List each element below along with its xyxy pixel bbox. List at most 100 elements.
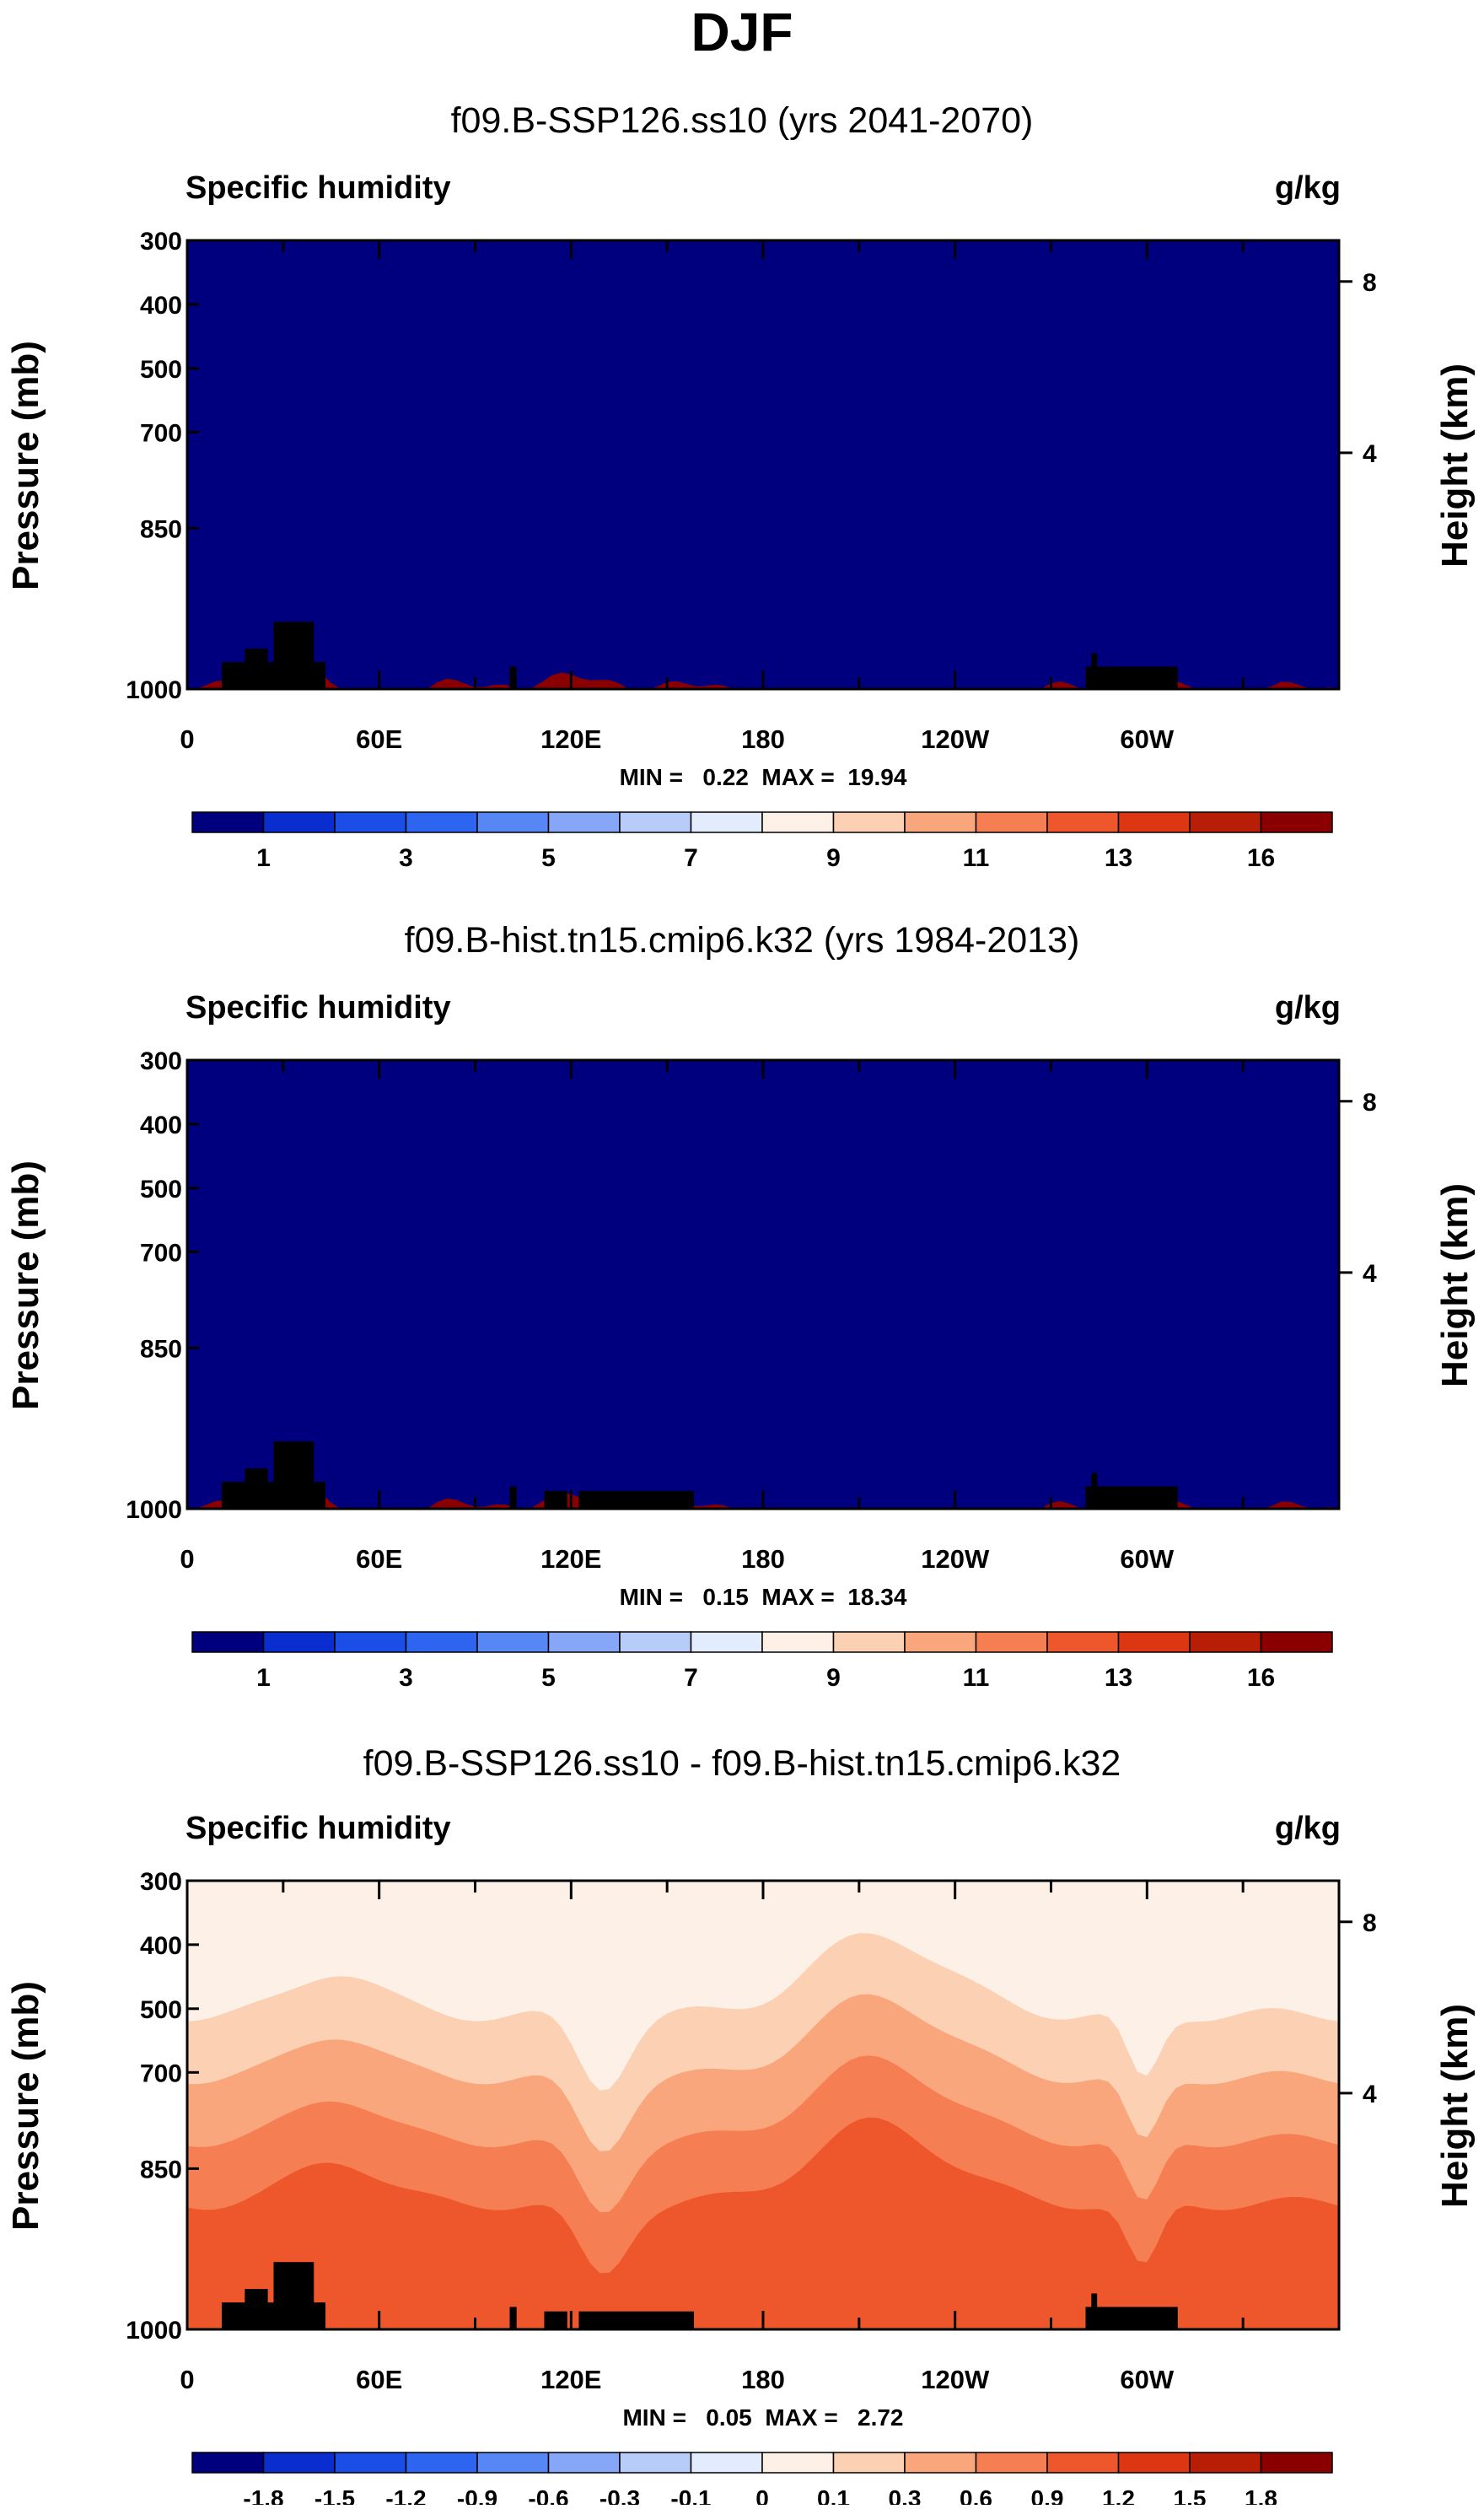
topography-mask xyxy=(1085,666,1178,689)
colorbar-label: 5 xyxy=(541,1664,556,1692)
colorbar-swatch xyxy=(690,1631,763,1653)
height-axis: 84 xyxy=(1339,269,1377,468)
colorbar-label: 13 xyxy=(1105,844,1132,872)
units-label: g/kg xyxy=(1275,1811,1341,1846)
panel-title: f09.B-SSP126.ss10 (yrs 2041-2070) xyxy=(451,100,1034,141)
pressure-axis: 300 400 500 700 850 1000 xyxy=(126,1868,199,2345)
x-tick-label: 120E xyxy=(540,724,601,754)
colorbar-swatch xyxy=(405,2452,478,2474)
topography-mask xyxy=(1085,1486,1178,1509)
colorbar-swatch xyxy=(1260,811,1333,833)
colorbar-swatch xyxy=(1046,811,1120,833)
colorbar-label: 16 xyxy=(1247,844,1275,872)
colorbar-label: -1.2 xyxy=(385,2485,426,2505)
colorbar-swatch xyxy=(690,811,763,833)
colorbar-swatch xyxy=(1260,2452,1333,2474)
colorbar-swatch xyxy=(476,811,550,833)
colorbar-swatch xyxy=(1117,2452,1191,2474)
x-tick-label: 120W xyxy=(921,2365,990,2394)
colorbar-swatch xyxy=(1117,811,1191,833)
x-tick-label: 120E xyxy=(540,2365,601,2394)
colorbar-label: -1.5 xyxy=(315,2485,355,2505)
colorbar-swatch xyxy=(547,2452,621,2474)
colorbar-label: -0.9 xyxy=(457,2485,497,2505)
y-tick-label: 300 xyxy=(140,1868,182,1896)
y-tick-label: 1000 xyxy=(126,676,182,704)
colorbar-label: 0 xyxy=(755,2485,769,2505)
pressure-axis: 300 400 500 700 850 1000 xyxy=(126,228,199,704)
y-tick-label: 850 xyxy=(140,515,182,543)
topography-mask xyxy=(1091,1473,1098,1509)
colorbar: -1.8 -1.5 -1.2 -0.9 -0.6 -0.3 -0.1 0 0.1 0.3 0.6 0.… xyxy=(191,2452,1333,2505)
colorbar-label: 1 xyxy=(256,1664,271,1692)
colorbar-swatch xyxy=(262,2452,336,2474)
colorbar-label: 7 xyxy=(684,1664,698,1692)
colorbar-swatch xyxy=(191,1631,265,1653)
colorbar-label: 0.9 xyxy=(1031,2485,1064,2505)
y2-tick-label: 4 xyxy=(1363,440,1377,468)
topography-mask xyxy=(578,2311,695,2329)
colorbar-label: 16 xyxy=(1247,1664,1275,1692)
topography-mask xyxy=(544,2311,567,2329)
colorbar-swatch xyxy=(476,1631,550,1653)
colorbar-swatch xyxy=(405,811,478,833)
colorbar-swatch xyxy=(191,811,265,833)
topography-mask xyxy=(273,2262,315,2329)
colorbar-swatch xyxy=(975,2452,1048,2474)
y2-tick-label: 8 xyxy=(1363,269,1377,297)
topography-mask xyxy=(1085,2307,1178,2329)
colorbar-label: 5 xyxy=(541,844,556,872)
y-tick-label: 400 xyxy=(140,1112,182,1139)
x-tick-label: 120E xyxy=(540,1544,601,1574)
longitude-axis: 0 60E 120E 180 120W 60W xyxy=(180,1881,1245,2394)
colorbar-label: 9 xyxy=(826,1664,841,1692)
colorbar-label: 0.1 xyxy=(817,2485,850,2505)
y-tick-label: 700 xyxy=(140,419,182,447)
colorbar-label: 9 xyxy=(826,844,841,872)
x-tick-label: 60E xyxy=(356,1544,402,1574)
x-tick-label: 60W xyxy=(1120,2365,1174,2394)
variable-label: Specific humidity xyxy=(186,990,451,1026)
x-tick-label: 0 xyxy=(180,724,194,754)
colorbar-swatch xyxy=(832,1631,906,1653)
colorbar-label: -0.3 xyxy=(600,2485,640,2505)
y-tick-label: 300 xyxy=(140,1047,182,1075)
x-tick-label: 60E xyxy=(356,724,402,754)
page-title: DJF xyxy=(691,2,793,62)
colorbar-swatch xyxy=(191,2452,265,2474)
y-axis-title: Pressure (mb) xyxy=(5,1981,46,2231)
variable-label: Specific humidity xyxy=(186,170,451,206)
y2-tick-label: 4 xyxy=(1363,2081,1377,2108)
pressure-axis: 300 400 500 700 850 1000 xyxy=(126,1047,199,1524)
colorbar-swatch xyxy=(904,811,977,833)
y-tick-label: 400 xyxy=(140,1932,182,1960)
x-tick-label: 180 xyxy=(741,2365,785,2394)
x-tick-label: 180 xyxy=(741,1544,785,1574)
longitude-axis: 0 60E 120E 180 120W 60W xyxy=(180,240,1245,754)
y-tick-label: 700 xyxy=(140,1239,182,1267)
x-tick-label: 60W xyxy=(1120,724,1174,754)
y-tick-label: 500 xyxy=(140,1996,182,2024)
topography-mask xyxy=(509,2307,517,2329)
field-band xyxy=(187,1060,1339,1509)
colorbar-label: 3 xyxy=(399,844,413,872)
colorbar-label: 11 xyxy=(963,844,990,872)
colorbar-swatch xyxy=(832,811,906,833)
colorbar-swatch xyxy=(761,811,835,833)
y2-tick-label: 8 xyxy=(1363,1089,1377,1117)
colorbar-swatch xyxy=(904,2452,977,2474)
colorbar-label: 0.6 xyxy=(960,2485,992,2505)
colorbar-label: 13 xyxy=(1105,1664,1132,1692)
colorbar-swatch xyxy=(1189,811,1262,833)
colorbar-swatch xyxy=(405,1631,478,1653)
height-axis: 84 xyxy=(1339,1909,1377,2108)
longitude-axis: 0 60E 120E 180 120W 60W xyxy=(180,1060,1245,1574)
topography-mask xyxy=(1091,2293,1098,2329)
colorbar-swatch xyxy=(761,1631,835,1653)
topography-mask xyxy=(509,666,517,689)
colorbar-swatch xyxy=(476,2452,550,2474)
topography-mask xyxy=(314,2302,325,2329)
colorbar-swatch xyxy=(334,1631,407,1653)
colorbar-swatch xyxy=(1046,2452,1120,2474)
colorbar-label: 7 xyxy=(684,844,698,872)
